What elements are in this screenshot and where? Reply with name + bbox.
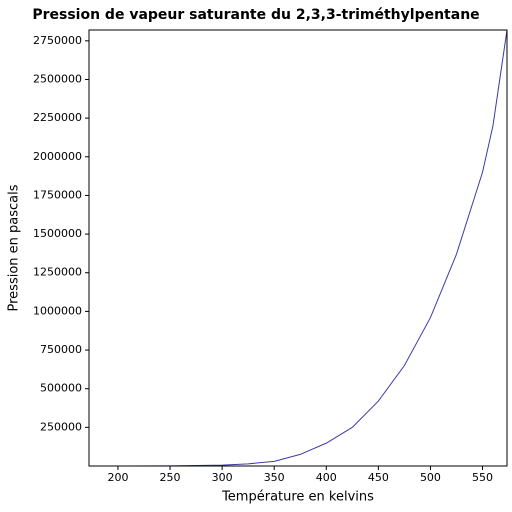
y-tick-label: 500000 <box>40 382 82 395</box>
y-tick-label: 750000 <box>40 343 82 356</box>
y-tick-label: 2750000 <box>33 34 82 47</box>
y-tick-label: 1750000 <box>33 188 82 201</box>
x-tick-label: 350 <box>264 471 285 484</box>
chart-title: Pression de vapeur saturante du 2,3,3-tr… <box>32 7 479 23</box>
x-tick-label: 500 <box>420 471 441 484</box>
x-tick-label: 550 <box>472 471 493 484</box>
y-tick-label: 2250000 <box>33 111 82 124</box>
data-line <box>88 29 508 467</box>
x-tick-label: 450 <box>368 471 389 484</box>
plot-frame <box>88 29 508 467</box>
x-tick-label: 250 <box>160 471 181 484</box>
x-axis-label: Température en kelvins <box>221 490 374 505</box>
y-tick-label: 1250000 <box>33 266 82 279</box>
x-tick-label: 400 <box>316 471 337 484</box>
y-tick-label: 1500000 <box>33 227 82 240</box>
y-tick-label: 2500000 <box>33 72 82 85</box>
y-axis-label: Pression en pascals <box>7 184 22 311</box>
y-tick-label: 1000000 <box>33 304 82 317</box>
y-tick-label: 2000000 <box>33 150 82 163</box>
x-tick-label: 200 <box>107 471 128 484</box>
x-tick-label: 300 <box>212 471 233 484</box>
y-tick-label: 250000 <box>40 420 82 433</box>
